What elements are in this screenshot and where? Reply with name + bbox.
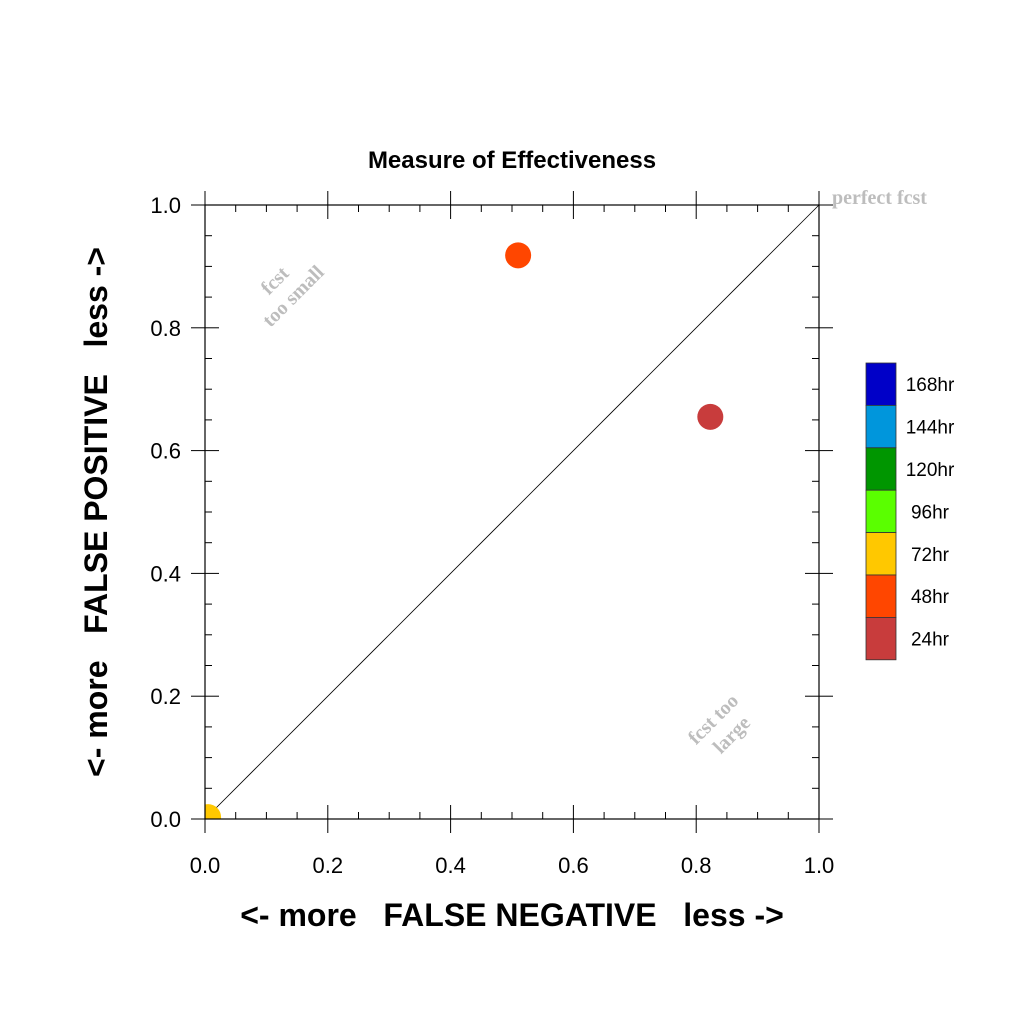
plot-frame <box>204 204 820 820</box>
legend-label-48hr: 48hr <box>911 587 950 608</box>
legend-swatch-24hr <box>865 617 897 661</box>
y-tick-label: 0.0 <box>150 807 181 832</box>
annotation-perfect-fcst: perfect fcst <box>832 187 927 209</box>
legend-swatch-96hr <box>865 489 897 534</box>
legend-label-144hr: 144hr <box>906 418 955 439</box>
x-tick-label: 1.0 <box>804 853 835 878</box>
y-tick-label: 0.4 <box>150 561 181 586</box>
diagonal-line <box>204 204 820 820</box>
annotation-too-small: fcst too small <box>257 261 329 331</box>
annotation-too-large: fcst too large <box>684 690 755 758</box>
point-24hr <box>697 403 724 430</box>
legend-swatch-144hr <box>865 404 897 449</box>
y-tick-label: 0.6 <box>150 439 181 464</box>
y-tick-label: 1.0 <box>150 193 181 218</box>
y-tick-label: 0.2 <box>150 684 181 709</box>
x-tick-label: 0.8 <box>681 853 712 878</box>
legend-swatch-72hr <box>865 532 897 576</box>
x-tick-label: 0.2 <box>313 853 344 878</box>
legend-swatch-168hr <box>865 362 897 406</box>
chart-title: Measure of Effectiveness <box>368 147 656 174</box>
y-axis-label: <- more FALSE POSITIVE less -> <box>78 247 114 777</box>
x-tick-label: 0.0 <box>190 853 221 878</box>
x-axis-label: <- more FALSE NEGATIVE less -> <box>240 897 784 933</box>
x-tick-label: 0.4 <box>435 853 466 878</box>
points-group <box>205 242 724 819</box>
legend-label-24hr: 24hr <box>911 630 950 651</box>
tick-labels-group: 0.0 0.2 0.4 0.6 0.8 1.0 0.0 0.2 0.4 0.6 0.8 1.0 <box>150 193 834 878</box>
legend: 168hr 144hr 120hr 96hr 72hr 48hr 24hr <box>865 362 955 661</box>
y-tick-label: 0.8 <box>150 316 181 341</box>
legend-label-168hr: 168hr <box>906 375 955 396</box>
legend-label-96hr: 96hr <box>911 502 950 523</box>
legend-label-120hr: 120hr <box>906 460 955 481</box>
legend-swatch-48hr <box>865 574 897 618</box>
legend-label-72hr: 72hr <box>911 545 950 566</box>
legend-swatch-120hr <box>865 447 897 491</box>
point-72hr <box>205 804 222 819</box>
x-tick-label: 0.6 <box>558 853 589 878</box>
point-48hr <box>505 242 532 269</box>
